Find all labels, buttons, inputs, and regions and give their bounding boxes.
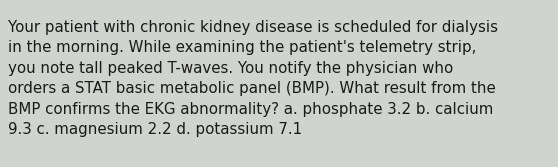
Text: Your patient with chronic kidney disease is scheduled for dialysis
in the mornin: Your patient with chronic kidney disease…	[8, 20, 498, 137]
